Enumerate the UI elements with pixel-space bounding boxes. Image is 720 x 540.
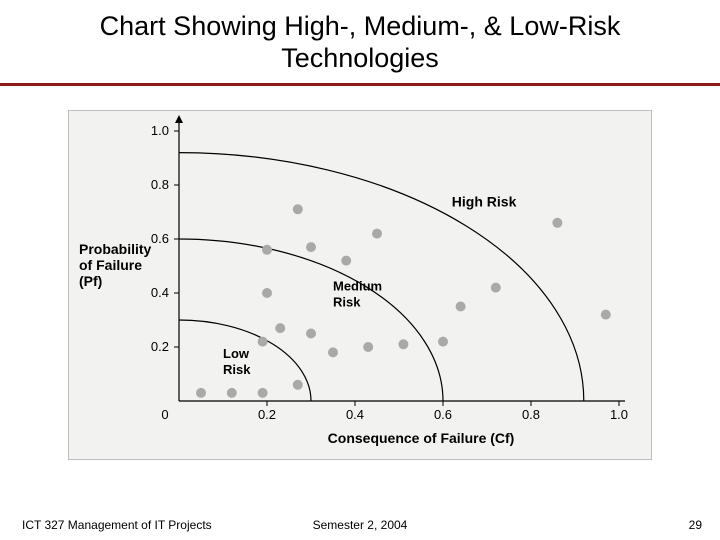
svg-text:0.2: 0.2 [258,407,276,422]
svg-text:Risk: Risk [333,295,361,310]
risk-chart: 0.20.40.60.81.000.20.40.60.81.0LowRiskMe… [68,110,652,460]
svg-text:0.8: 0.8 [522,407,540,422]
svg-text:(Pf): (Pf) [79,273,102,289]
svg-text:Risk: Risk [223,362,251,377]
footer-right: 29 [689,518,702,532]
svg-text:0.4: 0.4 [151,285,169,300]
svg-text:1.0: 1.0 [151,123,169,138]
svg-text:0: 0 [161,407,168,422]
slide-title: Chart Showing High-, Medium-, & Low-Risk… [0,0,720,83]
svg-text:of Failure: of Failure [79,257,142,273]
svg-text:0.4: 0.4 [346,407,364,422]
svg-text:Probability: Probability [79,241,152,257]
title-rule [0,83,720,86]
svg-text:0.6: 0.6 [151,231,169,246]
svg-text:0.8: 0.8 [151,177,169,192]
svg-text:0.6: 0.6 [434,407,452,422]
svg-text:Consequence of Failure (Cf): Consequence of Failure (Cf) [328,430,515,446]
svg-text:0.2: 0.2 [151,339,169,354]
footer: ICT 327 Management of IT Projects Semest… [0,510,720,540]
svg-text:Medium: Medium [333,278,382,293]
risk-chart-svg: 0.20.40.60.81.000.20.40.60.81.0LowRiskMe… [69,111,653,461]
svg-text:High Risk: High Risk [452,194,517,210]
svg-text:Low: Low [223,346,250,361]
svg-text:1.0: 1.0 [610,407,628,422]
footer-center: Semester 2, 2004 [0,518,720,532]
